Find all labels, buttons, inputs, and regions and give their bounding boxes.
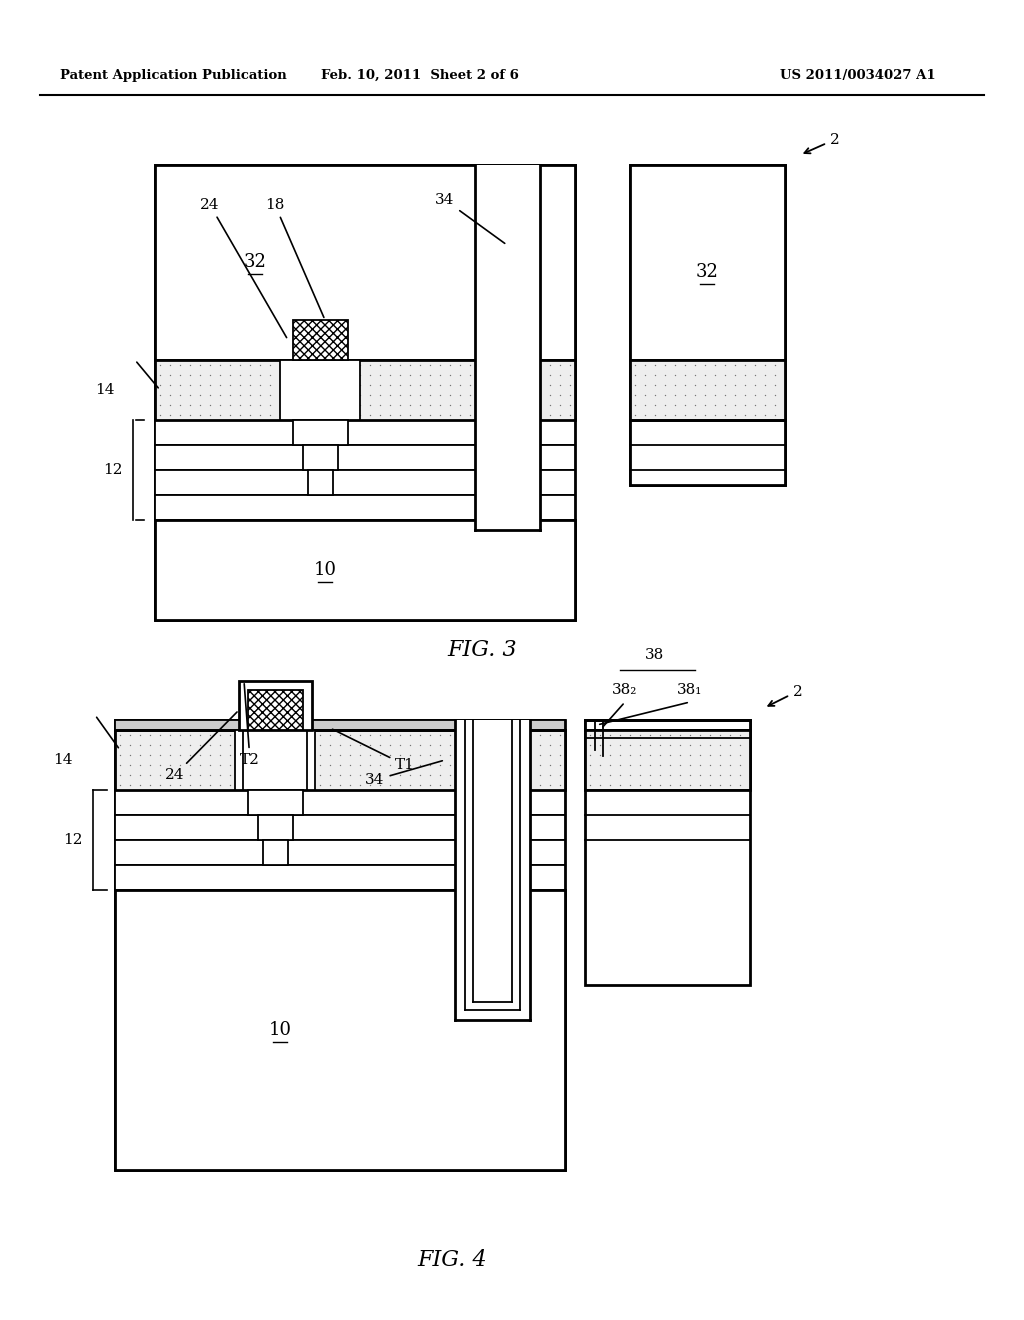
Text: 14: 14	[53, 752, 73, 767]
Bar	[630, 420, 785, 484]
Text: 14: 14	[95, 383, 115, 397]
Text: 18: 18	[265, 198, 324, 317]
Bar	[155, 495, 575, 520]
Bar	[308, 470, 333, 495]
Text: 24: 24	[165, 711, 237, 781]
Bar	[585, 719, 750, 730]
Bar	[455, 719, 530, 1020]
Text: T2: T2	[240, 684, 260, 767]
Bar	[234, 730, 315, 789]
Text: Patent Application Publication: Patent Application Publication	[60, 69, 287, 82]
Bar	[155, 165, 575, 620]
Text: 38: 38	[645, 648, 665, 663]
Text: 12: 12	[103, 463, 123, 477]
Bar	[248, 690, 303, 730]
Bar	[115, 730, 565, 789]
Bar	[258, 814, 293, 840]
Text: 38₂: 38₂	[612, 682, 638, 697]
Text: US 2011/0034027 A1: US 2011/0034027 A1	[780, 69, 936, 82]
Bar	[155, 165, 575, 360]
Text: FIG. 3: FIG. 3	[447, 639, 517, 661]
Bar	[630, 165, 785, 360]
Bar	[303, 445, 338, 470]
Text: T1: T1	[333, 729, 415, 772]
Bar	[115, 814, 565, 840]
Text: FIG. 4: FIG. 4	[417, 1249, 486, 1271]
Bar	[155, 445, 575, 470]
Bar	[155, 360, 575, 420]
Bar	[475, 165, 540, 531]
Bar	[293, 319, 348, 360]
Text: 2: 2	[794, 685, 803, 700]
Bar	[585, 730, 750, 789]
Text: 34: 34	[366, 760, 442, 787]
Text: 2: 2	[830, 133, 840, 147]
Bar	[155, 470, 575, 495]
Bar	[293, 420, 348, 445]
Bar	[155, 420, 575, 445]
Bar	[115, 840, 565, 865]
Text: 38₁: 38₁	[677, 682, 702, 697]
Bar	[115, 719, 565, 1170]
Text: 32: 32	[244, 253, 266, 271]
Bar	[280, 360, 360, 420]
Bar	[155, 520, 575, 620]
Bar	[248, 789, 303, 814]
Text: 24: 24	[201, 198, 287, 338]
Bar	[115, 865, 565, 890]
Text: 12: 12	[63, 833, 83, 847]
Text: 34: 34	[435, 193, 505, 243]
Bar	[115, 719, 565, 730]
Bar	[239, 681, 312, 730]
Text: Feb. 10, 2011  Sheet 2 of 6: Feb. 10, 2011 Sheet 2 of 6	[322, 69, 519, 82]
Bar	[263, 840, 288, 865]
Text: 32: 32	[695, 263, 719, 281]
Bar	[115, 789, 565, 814]
Text: 10: 10	[313, 561, 337, 579]
Bar	[630, 165, 785, 484]
Bar	[585, 719, 750, 985]
Text: 10: 10	[268, 1020, 292, 1039]
Bar	[115, 890, 565, 1170]
Bar	[630, 360, 785, 420]
